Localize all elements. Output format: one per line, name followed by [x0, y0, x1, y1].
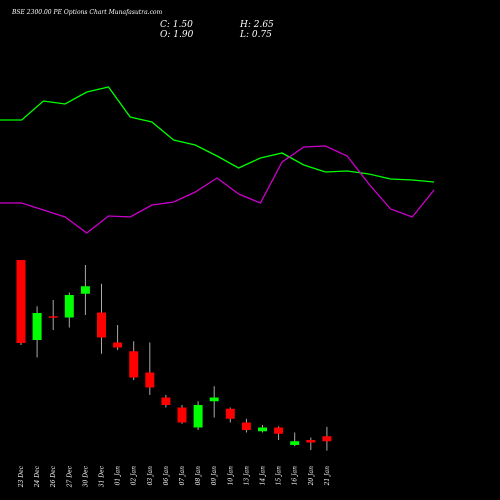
x-tick-label: 20 Jan: [308, 466, 315, 487]
candle-body: [209, 397, 219, 402]
candle-body: [306, 440, 316, 443]
x-tick-label: 03 Jan: [147, 466, 154, 486]
x-tick-label: 14 Jan: [260, 466, 267, 486]
candle-body: [113, 342, 123, 348]
indicator-line: [0, 86, 435, 183]
candle-body: [258, 427, 267, 432]
x-tick-label: 13 Jan: [243, 466, 250, 486]
candle-body: [290, 441, 300, 445]
candle-body: [145, 372, 155, 388]
candle-body: [80, 286, 90, 294]
chart-title: BSE 2300.00 PE Options Chart Munafasutra…: [11, 9, 163, 16]
candle-body: [32, 313, 42, 340]
ohlc-label: C: 1.50: [160, 20, 193, 30]
x-tick-label: 23 Dec: [18, 465, 25, 488]
x-tick-label: 09 Jan: [211, 466, 218, 486]
candle-body: [193, 405, 203, 428]
candle-body: [225, 408, 235, 419]
x-tick-label: 10 Jan: [227, 466, 234, 486]
ohlc-label: L: 0.75: [239, 30, 272, 40]
x-tick-label: 16 Jan: [292, 466, 299, 486]
x-tick-label: 27 Dec: [66, 465, 73, 488]
x-tick-label: 30 Dec: [82, 465, 89, 487]
ohlc-label: O: 1.90: [160, 30, 194, 40]
x-tick-label: 24 Dec: [34, 465, 41, 488]
candle-body: [161, 397, 171, 405]
x-tick-label: 06 Jan: [163, 466, 170, 486]
x-tick-label: 31 Dec: [99, 465, 106, 487]
x-tick-label: 07 Jan: [179, 466, 186, 486]
x-tick-label: 26 Dec: [50, 465, 57, 488]
ohlc-label: H: 2.65: [239, 20, 274, 30]
candle-body: [16, 260, 26, 343]
x-tick-label: 15 Jan: [276, 466, 283, 486]
candle-body: [97, 312, 106, 338]
candle-body: [129, 351, 139, 378]
x-tick-label: 21 Jan: [324, 466, 331, 487]
candle-body: [177, 407, 187, 423]
indicator-line: [0, 145, 435, 234]
candle-body: [241, 422, 251, 430]
candle-body: [48, 316, 58, 318]
candle-body: [274, 427, 284, 434]
x-tick-label: 08 Jan: [195, 466, 202, 486]
candle-body: [322, 436, 332, 442]
x-tick-label: 02 Jan: [131, 466, 138, 486]
candle-body: [64, 295, 74, 318]
x-tick-label: 01 Jan: [115, 466, 122, 486]
